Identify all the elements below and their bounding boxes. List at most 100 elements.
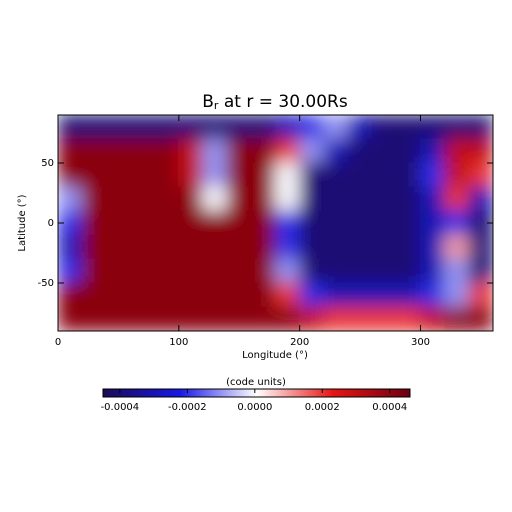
colorbar-tick-label: -0.0004 [101, 402, 140, 413]
cell [323, 115, 349, 140]
cell [226, 115, 252, 140]
cell [154, 234, 180, 260]
cell [58, 306, 83, 331]
cell [202, 186, 228, 212]
cell [468, 258, 493, 284]
cell [323, 210, 349, 236]
cell [395, 210, 421, 236]
cell [81, 162, 107, 188]
cell [202, 115, 228, 140]
cell [58, 234, 83, 260]
cell [420, 258, 446, 284]
y-tick-label: -50 [38, 278, 54, 289]
cell [81, 234, 107, 260]
cell [105, 234, 131, 260]
cell [178, 186, 204, 212]
cell [468, 138, 493, 164]
cell [275, 162, 301, 188]
title-part: at r = 30.00Rs [218, 92, 347, 112]
cell [250, 162, 276, 188]
cell [226, 282, 252, 308]
cell [299, 115, 325, 140]
cell [81, 306, 107, 331]
cell [178, 138, 204, 164]
cell [444, 186, 470, 212]
cell [130, 115, 156, 140]
cell [58, 162, 83, 188]
cell [347, 162, 373, 188]
cell [420, 306, 446, 331]
colorbar-label: (code units) [226, 377, 286, 388]
cell [250, 186, 276, 212]
cell [395, 306, 421, 331]
cell [130, 306, 156, 331]
cell [130, 138, 156, 164]
cell [347, 210, 373, 236]
cell [105, 115, 131, 140]
cell [226, 258, 252, 284]
cell [130, 234, 156, 260]
cell [347, 234, 373, 260]
cell [154, 186, 180, 212]
cell [371, 162, 397, 188]
cell [178, 282, 204, 308]
colorbar-tick-label: 0.0004 [372, 402, 407, 413]
cell [299, 282, 325, 308]
cell [154, 138, 180, 164]
cell [371, 282, 397, 308]
cell [468, 115, 493, 140]
cell [81, 210, 107, 236]
cell [347, 138, 373, 164]
cell [420, 210, 446, 236]
cell [154, 210, 180, 236]
cell [323, 306, 349, 331]
cell [250, 258, 276, 284]
y-axis-label: Latitude (°) [17, 194, 28, 251]
cell [226, 234, 252, 260]
cell [299, 186, 325, 212]
cell [371, 115, 397, 140]
cell [226, 138, 252, 164]
cell [444, 282, 470, 308]
cell [347, 186, 373, 212]
cell [226, 210, 252, 236]
cell [178, 306, 204, 331]
x-tick-label: 200 [290, 337, 309, 348]
cell [299, 162, 325, 188]
cell [178, 162, 204, 188]
x-tick-label: 300 [411, 337, 430, 348]
cell [154, 115, 180, 140]
cell [58, 186, 83, 212]
cell [105, 258, 131, 284]
cell [395, 186, 421, 212]
cell [275, 258, 301, 284]
cell [154, 306, 180, 331]
cell [323, 138, 349, 164]
cell [58, 138, 83, 164]
cell [420, 138, 446, 164]
cell [420, 186, 446, 212]
cell [130, 186, 156, 212]
cell [347, 306, 373, 331]
cell [420, 282, 446, 308]
cell [105, 210, 131, 236]
cell [58, 258, 83, 284]
cell [275, 282, 301, 308]
cell [154, 282, 180, 308]
cell [468, 162, 493, 188]
cell [226, 186, 252, 212]
cell [371, 210, 397, 236]
cell [299, 306, 325, 331]
cell [420, 115, 446, 140]
cell [395, 258, 421, 284]
cell [250, 282, 276, 308]
cell [395, 162, 421, 188]
cell [444, 306, 470, 331]
cell [299, 234, 325, 260]
cell [323, 186, 349, 212]
cell [178, 115, 204, 140]
cell [347, 115, 373, 140]
cell [105, 186, 131, 212]
cell [105, 138, 131, 164]
